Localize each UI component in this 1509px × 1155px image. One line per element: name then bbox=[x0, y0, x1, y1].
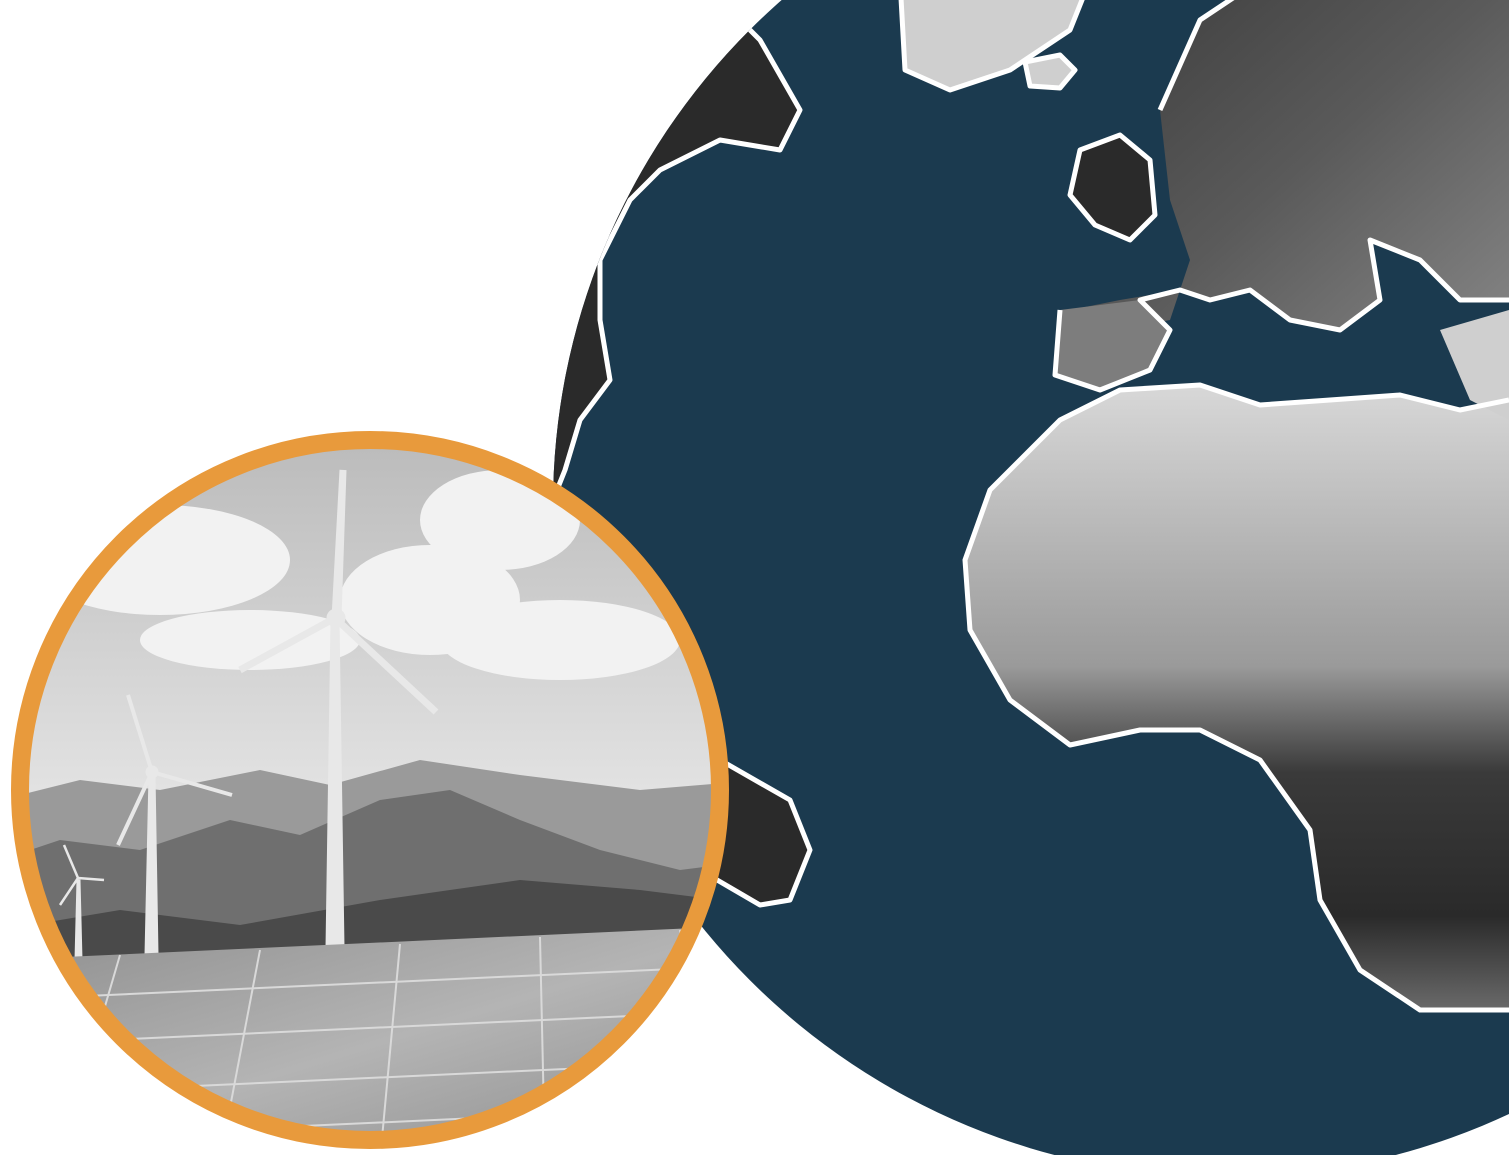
europe-landmass bbox=[1060, 0, 1509, 380]
europe-coast bbox=[1052, 0, 1509, 393]
iceland-landmass bbox=[1025, 55, 1075, 88]
iberia-landmass bbox=[1055, 300, 1170, 390]
wind-turbine-medium bbox=[116, 694, 233, 956]
americas-coast bbox=[553, 0, 813, 908]
greenland-landmass bbox=[900, 0, 1090, 90]
british-coast bbox=[1067, 132, 1158, 243]
africa-landmass bbox=[965, 385, 1509, 1010]
iceland-coast bbox=[1022, 52, 1078, 91]
wind-turbine-small bbox=[58, 844, 105, 961]
inset-ring bbox=[11, 431, 729, 1149]
middle-east-landmass bbox=[1440, 310, 1509, 420]
wind-turbine-large bbox=[238, 469, 439, 949]
coast-outlines bbox=[553, 0, 1509, 1013]
africa-coast bbox=[962, 382, 1509, 1013]
british-isles-landmass bbox=[1070, 135, 1155, 240]
greenland-coast bbox=[897, 0, 1093, 93]
